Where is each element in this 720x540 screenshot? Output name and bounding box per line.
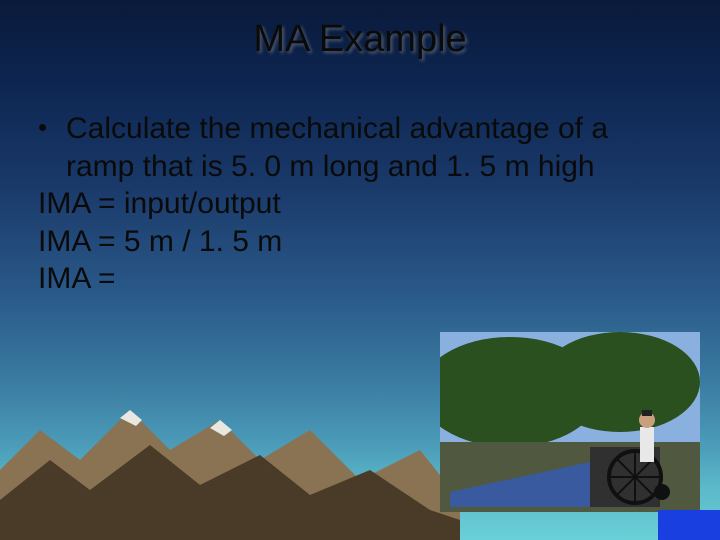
formula-line-2: IMA = 5 m / 1. 5 m (38, 223, 682, 261)
ramp-photo (440, 332, 700, 512)
bullet-text: Calculate the mechanical advantage of a … (66, 110, 682, 185)
bullet-item: • Calculate the mechanical advantage of … (38, 110, 682, 185)
formula-line-1: IMA = input/output (38, 185, 682, 223)
corner-accent (658, 510, 720, 540)
photo-foliage-2 (540, 332, 700, 432)
formula-line-3: IMA = (38, 260, 682, 298)
slide-title: MA Example (0, 18, 720, 61)
photo-person-torso (640, 427, 654, 462)
slide-body: • Calculate the mechanical advantage of … (38, 110, 682, 298)
mountain-graphic (0, 390, 460, 540)
slide: MA Example • Calculate the mechanical ad… (0, 0, 720, 540)
photo-small-wheel (654, 484, 670, 500)
photo-person-hair (642, 410, 652, 416)
bullet-dot-icon: • (38, 110, 66, 185)
